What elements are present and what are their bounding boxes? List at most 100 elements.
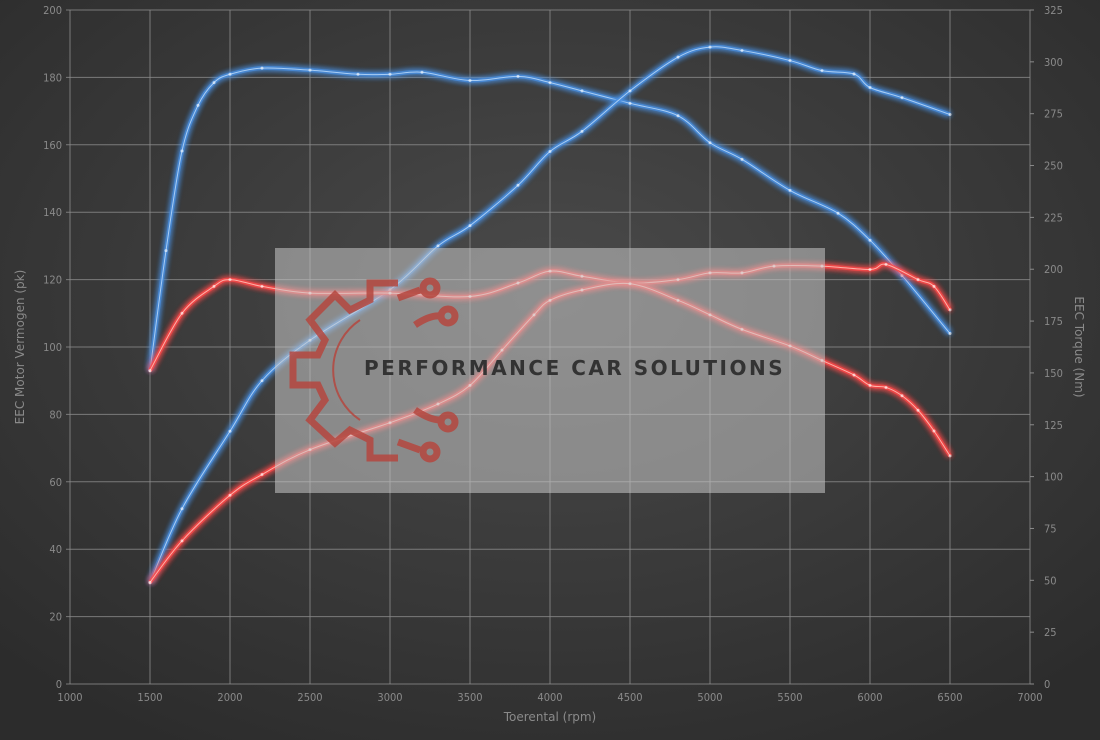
- data-point: [740, 48, 744, 52]
- y-right-tick-label: 125: [1044, 419, 1063, 432]
- data-point: [516, 183, 520, 187]
- y-right-tick-label: 275: [1044, 108, 1063, 121]
- y-right-tick-label: 175: [1044, 315, 1063, 328]
- data-point: [356, 72, 360, 76]
- data-point: [548, 150, 552, 154]
- data-point: [868, 238, 872, 242]
- data-point: [948, 112, 952, 116]
- data-point: [580, 89, 584, 93]
- y-left-tick-label: 140: [43, 206, 62, 219]
- y-axis-right-label: EEC Torque (Nm): [1072, 296, 1086, 397]
- x-tick-label: 5500: [777, 691, 802, 704]
- y-left-tick-label: 120: [43, 274, 62, 287]
- x-tick-label: 6500: [937, 691, 962, 704]
- x-tick-label: 3500: [457, 691, 482, 704]
- data-point: [788, 59, 792, 63]
- x-tick-label: 7000: [1017, 691, 1042, 704]
- x-tick-label: 4500: [617, 691, 642, 704]
- y-left-tick-label: 0: [56, 678, 62, 691]
- data-point: [548, 81, 552, 85]
- y-right-tick-label: 50: [1044, 574, 1057, 587]
- data-point: [388, 72, 392, 76]
- y-right-tick-label: 75: [1044, 522, 1057, 535]
- data-point: [708, 141, 712, 145]
- series-line-core: [149, 46, 951, 584]
- data-point: [260, 66, 264, 70]
- data-point: [676, 114, 680, 118]
- y-right-tick-label: 225: [1044, 211, 1063, 224]
- data-point: [420, 70, 424, 74]
- data-point: [228, 493, 232, 497]
- y-right-tick-label: 325: [1044, 4, 1063, 17]
- data-point: [932, 429, 936, 433]
- y-left-tick-label: 160: [43, 139, 62, 152]
- data-point: [468, 79, 472, 83]
- x-tick-label: 3000: [377, 691, 402, 704]
- data-point: [148, 369, 152, 373]
- series-blue-pk: [148, 44, 952, 585]
- watermark-text: PERFORMANCE CAR SOLUTIONS: [364, 356, 785, 380]
- data-point: [436, 244, 440, 248]
- data-point: [868, 383, 872, 387]
- y-left-tick-label: 60: [49, 476, 62, 489]
- y-left-tick-label: 100: [43, 341, 62, 354]
- y-right-tick-label: 25: [1044, 626, 1057, 639]
- y-left-tick-label: 180: [43, 71, 62, 84]
- x-tick-label: 2000: [217, 691, 242, 704]
- data-point: [788, 188, 792, 192]
- y-left-tick-label: 40: [49, 543, 62, 556]
- y-right-tick-label: 0: [1044, 678, 1050, 691]
- tick-labels: 1000 1500 2000 2500 3000 3500 4000 4500 5000 5500…: [43, 4, 1063, 704]
- data-point: [212, 81, 216, 85]
- y-left-tick-label: 80: [49, 408, 62, 421]
- data-point: [580, 129, 584, 133]
- data-point: [180, 539, 184, 543]
- data-point: [948, 308, 952, 312]
- data-point: [884, 262, 888, 266]
- data-point: [852, 373, 856, 377]
- data-point: [164, 249, 168, 253]
- series-blue-Nm: [148, 65, 952, 373]
- data-point: [900, 394, 904, 398]
- y-right-tick-label: 250: [1044, 160, 1063, 173]
- y-right-tick-label: 300: [1044, 56, 1063, 69]
- y-right-tick-label: 100: [1044, 471, 1063, 484]
- gear-circuit-logo: [289, 277, 459, 463]
- data-point: [228, 429, 232, 433]
- x-tick-label: 4000: [537, 691, 562, 704]
- x-axis-label: Toerental (rpm): [503, 710, 596, 724]
- data-point: [740, 157, 744, 161]
- data-point: [836, 211, 840, 215]
- y-right-tick-label: 150: [1044, 367, 1063, 380]
- y-axis-left-label: EEC Motor Vermogen (pk): [13, 270, 27, 425]
- x-tick-label: 5000: [697, 691, 722, 704]
- data-point: [916, 408, 920, 412]
- x-tick-label: 2500: [297, 691, 322, 704]
- watermark: PERFORMANCE CAR SOLUTIONS: [275, 248, 825, 493]
- y-right-tick-label: 200: [1044, 263, 1063, 276]
- data-point: [180, 149, 184, 153]
- x-tick-label: 1000: [57, 691, 82, 704]
- data-point: [148, 580, 152, 584]
- data-point: [868, 267, 872, 271]
- y-left-tick-label: 200: [43, 4, 62, 17]
- data-point: [228, 278, 232, 282]
- data-point: [708, 45, 712, 49]
- data-point: [932, 284, 936, 288]
- data-point: [868, 86, 872, 90]
- y-left-tick-label: 20: [49, 611, 62, 624]
- data-point: [516, 74, 520, 78]
- data-point: [948, 454, 952, 458]
- data-point: [180, 311, 184, 315]
- data-point: [948, 332, 952, 336]
- data-point: [900, 96, 904, 100]
- data-point: [916, 278, 920, 282]
- data-point: [260, 284, 264, 288]
- data-point: [260, 473, 264, 477]
- data-point: [884, 385, 888, 389]
- data-point: [180, 507, 184, 511]
- data-point: [820, 69, 824, 73]
- data-point: [212, 284, 216, 288]
- data-point: [676, 55, 680, 59]
